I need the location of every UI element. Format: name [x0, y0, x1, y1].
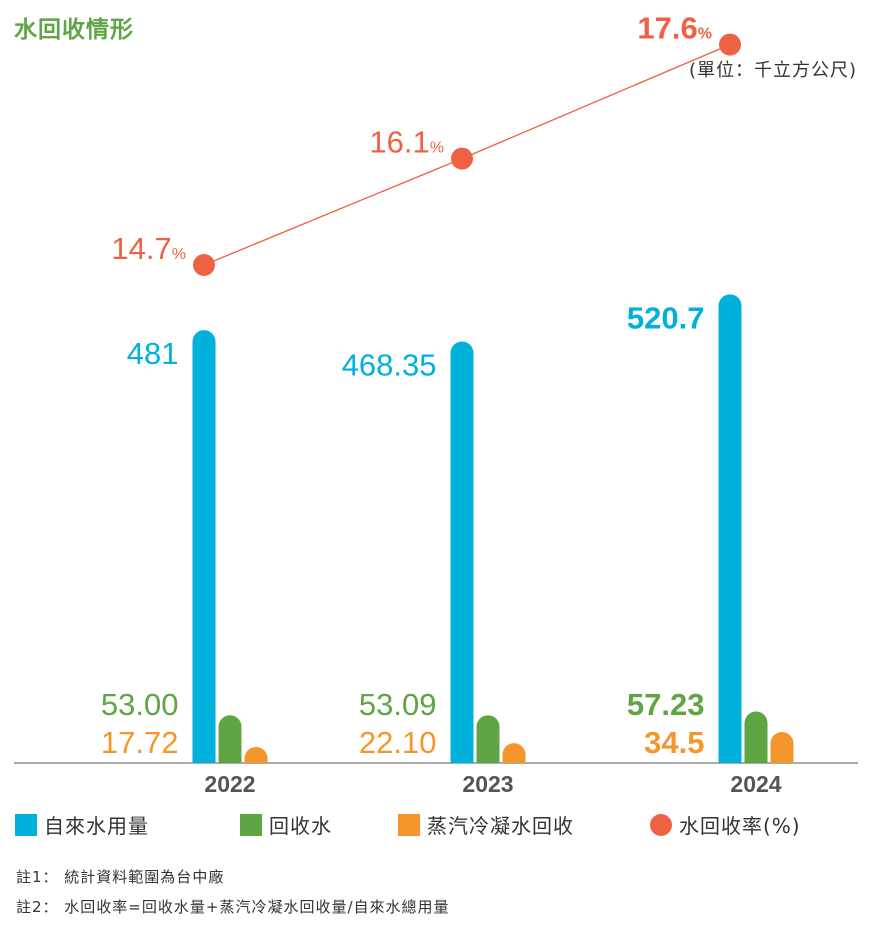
legend-item-condensate: 蒸汽冷凝水回收 [398, 810, 574, 839]
legend-label: 蒸汽冷凝水回收 [427, 814, 574, 838]
bar-tap-water [450, 341, 474, 763]
rate-data-label: 14.7% [111, 231, 186, 266]
note-1: 註1： 統計資料範圍為台中廠 [16, 868, 225, 886]
data-label-condensate: 22.10 [359, 725, 437, 760]
data-label-condensate: 17.72 [101, 725, 179, 760]
bar-recycled-water [476, 715, 500, 763]
data-label-tap-water: 520.7 [627, 300, 705, 335]
legend-label: 水回收率(%) [679, 814, 801, 838]
legend-label: 自來水用量 [44, 814, 149, 838]
unit-label: (單位：千立方公尺) [688, 60, 857, 81]
data-label-tap-water: 481 [127, 336, 179, 371]
legend-swatch-tap-water [15, 813, 37, 836]
bar-tap-water [718, 294, 742, 763]
legend-item-tap-water: 自來水用量 [15, 810, 149, 839]
rate-point [451, 147, 473, 170]
legend-item-recycled-water: 回收水 [240, 810, 332, 839]
legend-label: 回收水 [269, 814, 332, 838]
legend-item-recovery-rate: 水回收率(%) [650, 810, 801, 839]
data-label-recycled-water: 53.00 [101, 687, 179, 722]
bar-recycled-water [218, 715, 242, 763]
data-label-recycled-water: 53.09 [359, 687, 437, 722]
x-tick-label: 2024 [730, 771, 781, 797]
bar-condensate [244, 747, 268, 763]
data-label-recycled-water: 57.23 [627, 687, 705, 722]
rate-point [719, 33, 741, 56]
data-label-tap-water: 468.35 [342, 347, 437, 382]
x-tick-label: 2022 [204, 771, 255, 797]
data-label-condensate: 34.5 [644, 725, 704, 760]
bar-condensate [770, 731, 794, 763]
bar-recycled-water [744, 711, 768, 763]
chart-title: 水回收情形 [14, 17, 134, 43]
legend-dot-recovery-rate [650, 813, 672, 836]
rate-data-label: 17.6% [637, 11, 712, 46]
note-2: 註2： 水回收率=回收水量+蒸汽冷凝水回收量/自來水總用量 [16, 898, 450, 916]
legend-swatch-recycled-water [240, 813, 262, 836]
bar-condensate [502, 743, 526, 763]
legend: 自來水用量 回收水 蒸汽冷凝水回收 水回收率(%) [0, 810, 877, 840]
legend-swatch-condensate [398, 813, 420, 836]
rate-data-label: 16.1% [369, 125, 444, 160]
bar-tap-water [192, 330, 216, 763]
x-tick-label: 2023 [462, 771, 513, 797]
rate-point [193, 254, 215, 276]
